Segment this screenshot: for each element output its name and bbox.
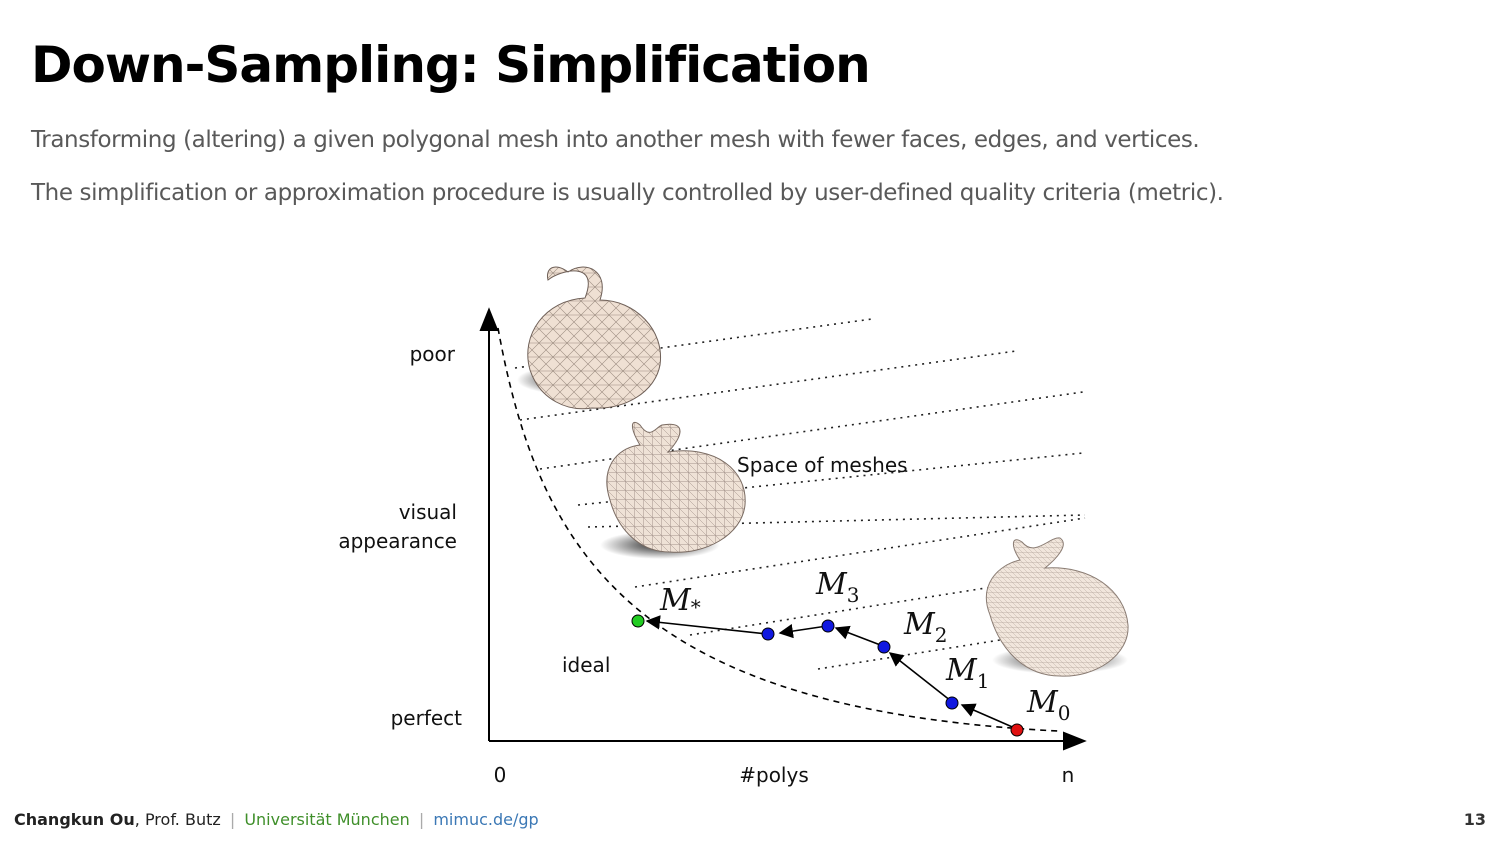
arrow-m3-mx — [778, 623, 828, 639]
label-m2: M2 — [903, 607, 947, 647]
arrow-m1-m2 — [888, 652, 952, 702]
point-intermediate — [761, 627, 775, 641]
y-label-perfect: perfect — [391, 706, 463, 730]
guide-line — [587, 514, 1086, 528]
description-line-1: Transforming (altering) a given polygona… — [31, 127, 1200, 153]
point-mstar — [631, 614, 645, 628]
x-label-polys: #polys — [739, 763, 809, 787]
footer-author: Changkun Ou — [14, 810, 135, 829]
footer-separator: | — [229, 810, 236, 829]
description-line-2: The simplification or approximation proc… — [31, 180, 1224, 206]
bunny-medium-image — [600, 421, 746, 559]
y-label-appearance: appearance — [338, 529, 457, 553]
x-label-zero: 0 — [494, 763, 507, 787]
point-m3 — [821, 619, 835, 633]
point-m1 — [945, 696, 959, 710]
arrow-mx-mstar — [645, 615, 768, 635]
arrow-m0-m1 — [960, 703, 1018, 730]
ideal-label: ideal — [562, 653, 610, 677]
label-mstar: M* — [659, 583, 701, 619]
y-label-visual: visual — [399, 500, 457, 524]
guide-line — [634, 517, 1086, 588]
simplification-path — [645, 615, 1018, 730]
footer-university: Universität München — [244, 810, 410, 829]
space-of-meshes-label: Space of meshes — [737, 453, 908, 477]
slide-title: Down-Sampling: Simplification — [31, 36, 871, 94]
label-m1: M1 — [945, 653, 989, 693]
footer-separator: | — [418, 810, 425, 829]
footer: Changkun Ou, Prof. Butz | Universität Mü… — [14, 810, 539, 829]
arrow-m2-m3 — [834, 625, 884, 647]
page-number: 13 — [1463, 810, 1486, 829]
label-m3: M3 — [815, 567, 859, 607]
bunny-coarse-image — [517, 266, 662, 410]
footer-coauthor: , Prof. Butz — [134, 810, 221, 829]
ideal-curve — [497, 327, 1059, 732]
point-m0 — [1010, 723, 1024, 737]
bunny-fine-image — [985, 537, 1129, 677]
y-label-poor: poor — [410, 342, 456, 366]
x-label-n: n — [1062, 763, 1075, 787]
guide-line — [817, 639, 1001, 670]
label-m0: M0 — [1026, 685, 1070, 725]
point-m2 — [877, 640, 891, 654]
footer-link[interactable]: mimuc.de/gp — [433, 810, 539, 829]
